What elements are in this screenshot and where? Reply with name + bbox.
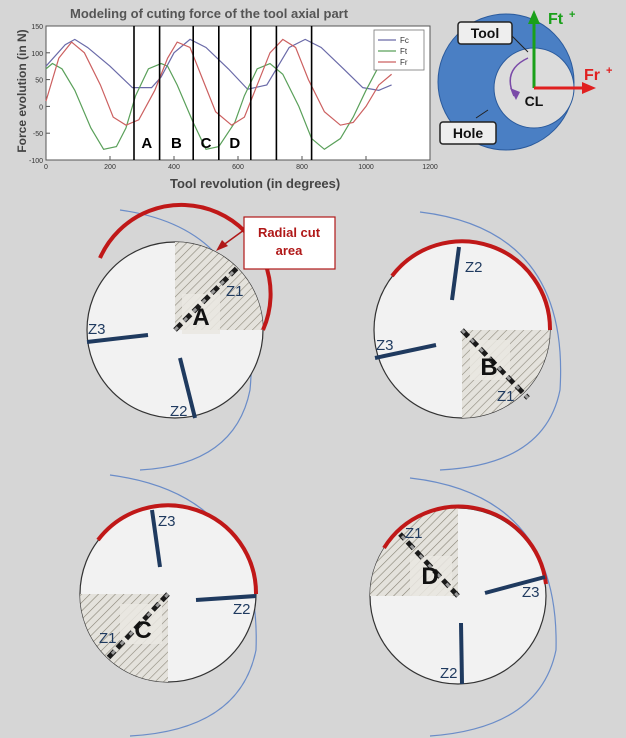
segment-label-a: A (141, 135, 152, 152)
cut-arc (382, 504, 548, 585)
tooth-label-z2: Z2 (170, 403, 188, 420)
chart-title: Modeling of cuting force of the tool axi… (70, 6, 349, 21)
x-tick-label: 200 (104, 164, 116, 171)
tooth-label-z3: Z3 (88, 321, 106, 338)
position-label-c: C (134, 617, 151, 644)
tooth-label-z3: Z3 (376, 337, 394, 354)
y-tick-label: -50 (33, 131, 43, 138)
hole-arc (419, 211, 562, 471)
x-tick-label: 800 (296, 164, 308, 171)
legend-label: Ft (400, 47, 408, 56)
tooth-z1-highlight (106, 592, 170, 660)
tool-label: Tool (471, 25, 500, 41)
position-label-b: B (480, 354, 497, 381)
radial-cut-callout: Radial cut area (216, 216, 336, 270)
x-tick-label: 0 (44, 164, 48, 171)
y-tick-label: 0 (39, 104, 43, 111)
x-tick-label: 400 (168, 164, 180, 171)
callout-text-1: Radial cut (258, 225, 321, 240)
tooth-label-z1: Z1 (226, 283, 244, 300)
tooth-z1-highlight (398, 532, 460, 598)
tool-label-box (457, 21, 513, 45)
callout-box (243, 216, 336, 270)
position-label-d: D (421, 563, 438, 590)
segment-label-b: B (171, 135, 182, 152)
hole-arc (409, 477, 557, 737)
cut-arc (98, 202, 273, 331)
fr-label: Fr (584, 67, 600, 84)
segment-label-c: C (201, 135, 212, 152)
tooth-label-z2: Z2 (233, 601, 251, 618)
y-tick-label: 100 (31, 51, 43, 58)
plot-area (45, 25, 431, 161)
cutter-d: D Z1 Z3 Z2 (369, 477, 557, 737)
tooth-z2 (459, 622, 464, 685)
cut-arc (96, 503, 259, 595)
legend-box (373, 29, 425, 71)
tooth-z1-highlight (460, 328, 530, 400)
rotation-arrow-icon (510, 88, 520, 100)
y-tick-label: 50 (35, 78, 43, 85)
x-tick-label: 600 (232, 164, 244, 171)
position-label-a: A (192, 304, 209, 331)
tooth-label-z3: Z3 (158, 513, 176, 530)
tooth-label-z2: Z2 (440, 665, 458, 682)
tooth-label-z3: Z3 (522, 584, 540, 601)
tooth-z2 (195, 594, 257, 602)
tooth-z2 (450, 246, 461, 301)
chart-x-label: Tool revolution (in degrees) (170, 176, 341, 191)
ft-plus: + (569, 9, 575, 21)
series-line-fr (45, 38, 392, 126)
tooth-z3 (484, 575, 546, 595)
tooth-label-z2: Z2 (465, 259, 483, 276)
tooth-z3 (86, 333, 149, 344)
series-line-fc (45, 38, 392, 91)
legend-label: Fc (400, 36, 409, 45)
chart-y-label: Force evolution (in N) (15, 29, 29, 153)
hole-label: Hole (453, 125, 484, 141)
x-tick-label: 1000 (358, 164, 374, 171)
tooth-z1-highlight (173, 266, 239, 332)
ft-label: Ft (548, 11, 564, 28)
cutter-positions: A Z1 Z3 Z2 Radial cut area B Z2 Z3 Z1 (79, 202, 562, 737)
cutter-c: C Z3 Z2 Z1 (79, 474, 259, 737)
y-tick-label: -100 (29, 158, 43, 165)
callout-text-2: area (276, 243, 304, 258)
hole-arc (109, 474, 257, 737)
x-tick-label: 1200 (422, 164, 438, 171)
fr-plus: + (606, 65, 612, 77)
cutter-a: A Z1 Z3 Z2 (86, 202, 273, 471)
series-line-ft (45, 62, 392, 151)
cutter-b: B Z2 Z3 Z1 (373, 211, 562, 471)
legend-label: Fr (400, 58, 408, 67)
force-chart: Modeling of cuting force of the tool axi… (0, 0, 440, 200)
y-tick-label: 150 (31, 24, 43, 31)
tooth-label-z1: Z1 (405, 525, 423, 542)
fr-arrow-icon (582, 82, 596, 94)
tooth-z3 (374, 343, 437, 360)
tooth-z3 (150, 509, 162, 568)
label-backdrop (410, 556, 452, 596)
hole-label-box (439, 121, 497, 145)
callout-arrow-icon (216, 240, 228, 251)
callout-arrow-line (221, 229, 245, 247)
tooth-z2 (178, 357, 197, 419)
tooth-label-z1: Z1 (497, 388, 515, 405)
hole-leader (475, 109, 489, 119)
tool-hole-diagram: Tool Hole CL Ft + Fr + (437, 9, 612, 151)
tooth-label-z1: Z1 (99, 630, 117, 647)
segment-label-d: D (229, 135, 240, 152)
ft-arrow-icon (528, 10, 540, 24)
cut-arc (390, 239, 553, 331)
center-label: CL (525, 93, 544, 109)
